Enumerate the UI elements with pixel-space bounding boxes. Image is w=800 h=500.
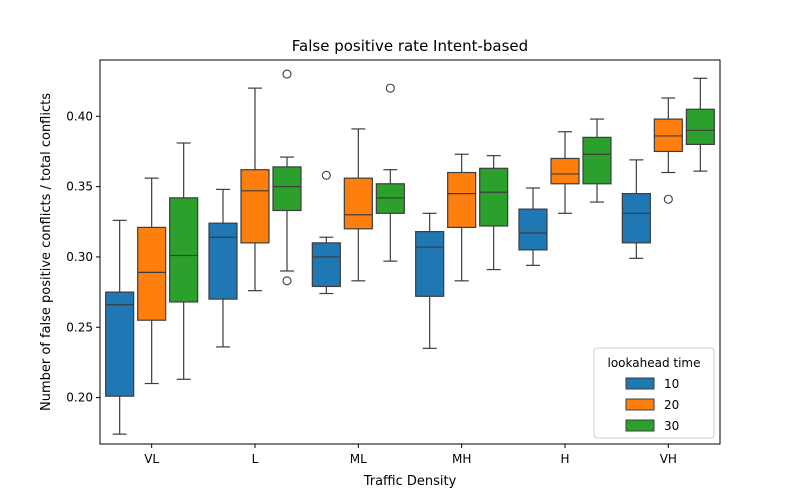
box-body: [272, 166, 302, 212]
box-body: [518, 208, 548, 251]
plot-area: [105, 69, 715, 435]
box-body: [550, 157, 580, 185]
box-ML-30: [375, 83, 405, 262]
box-VH-10: [621, 159, 651, 259]
box-VL-30: [169, 142, 199, 380]
box-H-20: [550, 131, 580, 214]
outlier-point: [282, 69, 292, 79]
y-tick-label: 0.30: [66, 250, 93, 264]
x-tick-label: VH: [660, 452, 677, 466]
box-VH-30: [685, 77, 715, 172]
box-body: [208, 222, 238, 300]
legend-swatch-20: [625, 398, 655, 411]
box-VL-20: [137, 177, 167, 385]
x-tick-label: L: [252, 452, 259, 466]
box-body: [447, 171, 477, 228]
box-VH-20: [653, 97, 683, 204]
box-L-30: [272, 69, 302, 286]
box-body: [240, 169, 270, 244]
outlier-point: [385, 83, 395, 93]
box-H-30: [582, 118, 612, 203]
legend-label-10: 10: [664, 377, 679, 391]
box-body: [653, 118, 683, 153]
legend: lookahead time 10 20 30: [593, 347, 715, 439]
box-body: [415, 231, 445, 297]
legend-swatch-30: [625, 419, 655, 432]
y-tick-label: 0.25: [66, 320, 93, 334]
y-axis-label: Number of false positive conflicts / tot…: [39, 93, 54, 411]
y-tick-label: 0.35: [66, 180, 93, 194]
y-tick-label: 0.40: [66, 109, 93, 123]
box-body: [582, 136, 612, 185]
box-H-10: [518, 187, 548, 266]
box-body: [685, 108, 715, 145]
x-axis: VL L ML MH H VH: [144, 444, 677, 466]
box-MH-30: [479, 155, 509, 271]
box-ML-20: [343, 128, 373, 282]
box-L-20: [240, 87, 270, 292]
box-MH-10: [415, 212, 445, 349]
box-body: [311, 242, 341, 288]
outlier-point: [282, 276, 292, 286]
x-tick-label: ML: [350, 452, 367, 466]
outlier-point: [663, 194, 673, 204]
x-axis-label: Traffic Density: [363, 474, 457, 489]
box-body: [479, 167, 509, 227]
box-L-10: [208, 188, 238, 348]
box-VL-10: [105, 219, 135, 435]
x-tick-label: MH: [452, 452, 471, 466]
box-MH-20: [447, 153, 477, 282]
y-axis: 0.20 0.25 0.30 0.35 0.40: [66, 109, 100, 405]
x-tick-label: H: [560, 452, 569, 466]
box-body: [375, 183, 405, 214]
x-tick-label: VL: [144, 452, 159, 466]
box-body: [137, 226, 167, 321]
y-tick-label: 0.20: [66, 391, 93, 405]
legend-label-30: 30: [664, 419, 679, 433]
box-body: [169, 197, 199, 303]
plot-frame: [99, 59, 721, 445]
box-ML-10: [311, 170, 341, 295]
box-body: [343, 177, 373, 230]
box-body: [621, 193, 651, 244]
chart-title: False positive rate Intent-based: [292, 37, 528, 55]
legend-title: lookahead time: [608, 356, 701, 370]
outlier-point: [321, 170, 331, 180]
box-body: [105, 291, 135, 397]
legend-label-20: 20: [664, 398, 679, 412]
legend-swatch-10: [625, 377, 655, 390]
legend-box: [593, 347, 715, 439]
